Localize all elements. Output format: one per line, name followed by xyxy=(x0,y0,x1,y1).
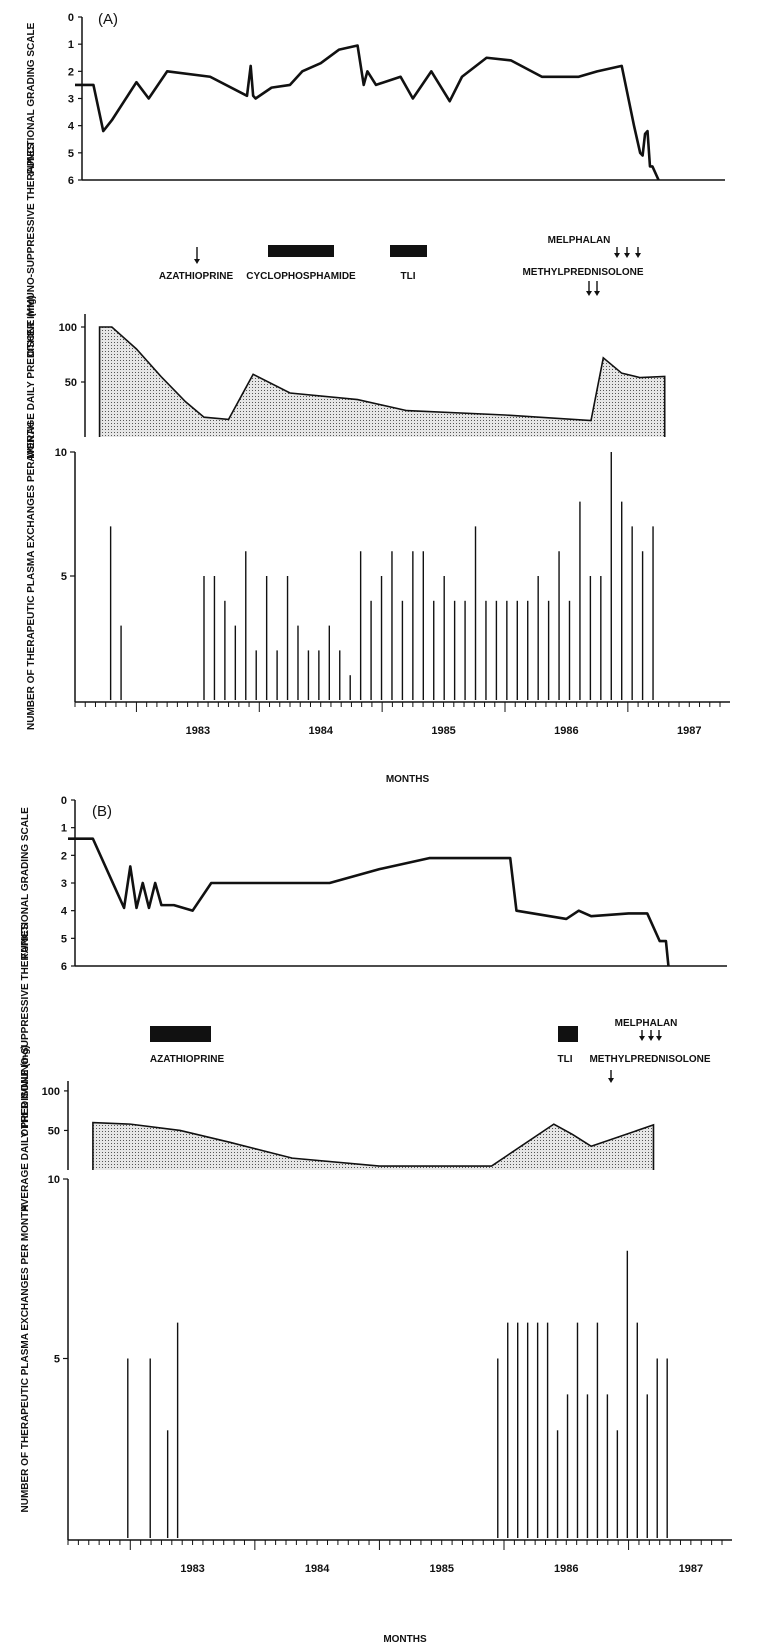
therapy-arrowhead xyxy=(194,259,200,264)
therapy-label: MELPHALAN xyxy=(548,235,611,246)
functional-tick-label: 1 xyxy=(68,39,74,51)
year-tick-label: 1983 xyxy=(186,725,210,737)
functional-tick-label: 2 xyxy=(68,66,74,78)
therapies-axis-label: OTHER IMMUNO-SUPPRESSIVE THERAPIES xyxy=(26,143,37,357)
prednisone-area xyxy=(99,327,665,437)
prednisone-area xyxy=(92,1122,654,1170)
therapy-label: METHYLPREDNISOLONE xyxy=(589,1054,710,1065)
therapy-label: TLI xyxy=(558,1054,573,1065)
therapy-label: METHYLPREDNISOLONE xyxy=(522,267,643,278)
therapy-arrowhead xyxy=(608,1078,614,1083)
functional-series-line xyxy=(75,44,660,181)
therapy-arrowhead xyxy=(639,1036,645,1041)
months-axis-label: MONTHS xyxy=(383,1634,427,1645)
functional-series-line xyxy=(68,837,670,967)
therapy-label: AZATHIOPRINE xyxy=(159,271,234,282)
functional-tick-label: 1 xyxy=(61,823,67,835)
exchanges-tick-label: 10 xyxy=(55,447,67,459)
year-tick-label: 1984 xyxy=(305,1563,330,1575)
therapy-bar xyxy=(390,245,427,257)
therapy-bar xyxy=(558,1026,578,1042)
prednisone-axis-label: AVERAGE DAILY PREDISONE (mg) xyxy=(20,1045,31,1212)
prednisone-tick-label: 50 xyxy=(65,377,77,389)
exchanges-axis-label: NUMBER OF THERAPEUTIC PLASMA EXCHANGES P… xyxy=(20,1205,31,1513)
exchanges-tick-label: 10 xyxy=(48,1174,60,1186)
functional-tick-label: 4 xyxy=(61,906,68,918)
months-axis-label: MONTHS xyxy=(386,774,430,785)
functional-tick-label: 2 xyxy=(61,850,67,862)
therapy-label: MELPHALAN xyxy=(615,1018,678,1029)
prednisone-tick-label: 50 xyxy=(48,1125,60,1137)
functional-tick-label: 0 xyxy=(68,12,74,24)
year-tick-label: 1987 xyxy=(677,725,701,737)
prednisone-tick-label: 100 xyxy=(42,1086,60,1098)
exchanges-axis-label: NUMBER OF THERAPEUTIC PLASMA EXCHANGES P… xyxy=(26,422,37,730)
functional-tick-label: 0 xyxy=(61,795,67,807)
prednisone-tick-label: 100 xyxy=(59,322,77,334)
panel-label: (A) xyxy=(98,11,118,28)
functional-tick-label: 6 xyxy=(68,175,74,187)
year-tick-label: 1985 xyxy=(431,725,455,737)
functional-tick-label: 5 xyxy=(61,933,67,945)
prednisone-outline xyxy=(98,326,666,437)
functional-tick-label: 4 xyxy=(68,121,75,133)
functional-axis-label: FUNCTIONAL GRADING SCALE xyxy=(20,807,31,959)
therapy-arrowhead xyxy=(614,253,620,258)
panel-b: (B) 0 1 2 3 4 5 6 FUNCTIONAL GRADING SCALEOTHER … xyxy=(20,795,732,1645)
functional-tick-label: 3 xyxy=(68,94,74,106)
prednisone-axis-label: AVERAGE DAILY PREDISONE (mg) xyxy=(26,295,37,462)
therapy-arrowhead xyxy=(635,253,641,258)
exchanges-tick-label: 5 xyxy=(54,1354,60,1366)
panel-a: (A) 0 1 2 3 4 5 6 FUNCTIONAL GRADING SCALEOTHER … xyxy=(26,11,730,785)
year-tick-label: 1986 xyxy=(554,725,578,737)
exchanges-tick-label: 5 xyxy=(61,571,67,583)
therapies-axis-label: OTHER IMMUNO-SUPPRESSIVE THERAPIES xyxy=(20,923,31,1137)
therapy-label: CYCLOPHOSPHAMIDE xyxy=(246,271,356,282)
year-tick-label: 1984 xyxy=(308,725,333,737)
therapy-arrowhead xyxy=(656,1036,662,1041)
functional-axis-label: FUNCTIONAL GRADING SCALE xyxy=(26,22,37,174)
therapy-label: AZATHIOPRINE xyxy=(150,1054,225,1065)
year-tick-label: 1986 xyxy=(554,1563,578,1575)
therapy-arrowhead xyxy=(594,291,600,296)
panel-label: (B) xyxy=(92,803,112,820)
functional-tick-label: 3 xyxy=(61,878,67,890)
prednisone-outline xyxy=(92,1121,655,1170)
therapy-arrowhead xyxy=(586,291,592,296)
year-tick-label: 1983 xyxy=(180,1563,204,1575)
year-tick-label: 1985 xyxy=(429,1563,453,1575)
therapy-label: TLI xyxy=(401,271,416,282)
functional-tick-label: 6 xyxy=(61,961,67,973)
therapy-arrowhead xyxy=(624,253,630,258)
therapy-bar xyxy=(150,1026,211,1042)
functional-tick-label: 5 xyxy=(68,148,74,160)
therapy-bar xyxy=(268,245,334,257)
therapy-arrowhead xyxy=(648,1036,654,1041)
year-tick-label: 1987 xyxy=(679,1563,703,1575)
